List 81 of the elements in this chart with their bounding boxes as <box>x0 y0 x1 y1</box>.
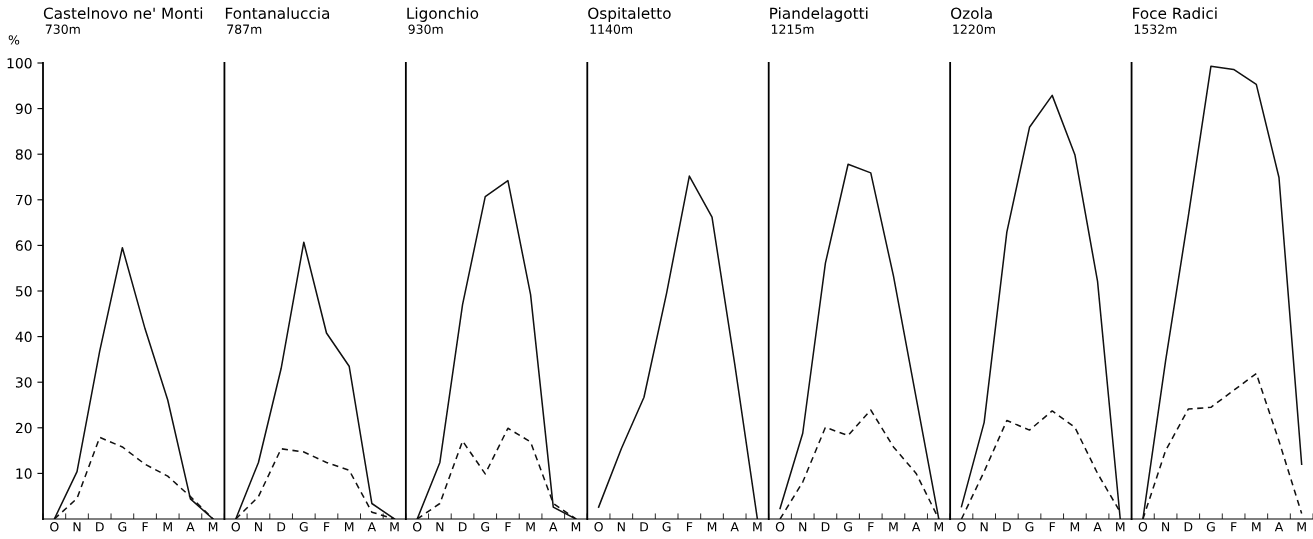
x-tick-label: A <box>186 522 195 532</box>
x-tick-label: M <box>163 522 172 532</box>
x-tick-label: N <box>73 522 81 532</box>
x-tick-label: O <box>1138 522 1148 532</box>
chart-subtitle: 1220m <box>953 24 995 34</box>
x-tick-label: D <box>1003 522 1011 532</box>
x-tick-label: F <box>142 522 148 532</box>
x-tick-label: O <box>957 522 966 532</box>
chart-title: Ligonchio <box>407 7 479 22</box>
x-tick-label: D <box>1184 522 1193 532</box>
x-tick-label: M <box>344 522 354 532</box>
x-tick-label: M <box>571 522 581 532</box>
x-tick-label: M <box>1070 522 1080 532</box>
x-tick-label: M <box>889 522 898 532</box>
chart-subtitle: 787m <box>227 24 262 34</box>
x-tick-label: G <box>481 522 490 532</box>
x-tick-label: N <box>617 522 625 532</box>
x-tick-label: O <box>50 522 59 532</box>
x-tick-label: A <box>730 522 739 532</box>
y-tick-label: 40 <box>15 331 32 343</box>
x-tick-label: F <box>868 522 874 532</box>
x-tick-label: G <box>1206 522 1215 532</box>
x-tick-label: A <box>1274 522 1284 532</box>
y-tick-label: 70 <box>16 194 32 206</box>
y-tick-label: 30 <box>15 377 32 388</box>
chart-subtitle: 1215m <box>771 24 814 34</box>
y-tick-label: 50 <box>15 285 32 297</box>
x-tick-label: M <box>1252 522 1261 532</box>
chart-title: Fontanaluccia <box>225 7 330 19</box>
x-tick-label: A <box>367 522 377 532</box>
y-tick-label: 60 <box>15 240 32 251</box>
x-tick-label: M <box>707 522 717 532</box>
x-tick-label: M <box>390 522 399 532</box>
x-tick-label: M <box>1116 522 1125 532</box>
x-tick-label: M <box>526 522 535 532</box>
chart-title: Foce Radici <box>1133 7 1217 19</box>
chart-subtitle: 930m <box>408 24 443 34</box>
x-tick-label: O <box>594 522 603 532</box>
x-tick-label: A <box>911 522 921 532</box>
x-tick-label: F <box>324 522 330 532</box>
x-tick-label: G <box>843 522 852 532</box>
x-tick-label: N <box>436 522 444 532</box>
x-tick-label: G <box>1025 522 1034 532</box>
x-tick-label: D <box>277 522 286 532</box>
y-tick-label: 80 <box>15 149 32 160</box>
x-tick-label: M <box>208 522 218 532</box>
y-tick-label: 10 <box>16 468 32 479</box>
x-tick-label: A <box>1093 522 1102 532</box>
x-tick-label: G <box>662 522 671 532</box>
x-tick-label: D <box>640 522 649 532</box>
x-tick-label: F <box>1231 522 1237 532</box>
x-tick-label: N <box>980 522 988 532</box>
chart-title: Ospitaletto <box>588 7 671 22</box>
y-tick-label: 20 <box>15 422 32 434</box>
chart-title: Ozola <box>951 7 992 19</box>
y-tick-label: 100 <box>7 57 32 69</box>
x-tick-label: M <box>934 522 943 532</box>
x-tick-label: M <box>1297 522 1306 532</box>
x-tick-label: N <box>1162 522 1170 532</box>
chart-subtitle: 1532m <box>1134 24 1177 34</box>
x-tick-label: M <box>753 522 762 532</box>
x-tick-label: O <box>412 522 422 532</box>
x-tick-label: D <box>96 522 104 532</box>
x-tick-label: N <box>255 522 262 532</box>
x-tick-label: D <box>458 522 467 532</box>
x-tick-label: N <box>799 522 807 532</box>
chart-title: Castelnovo ne' Monti <box>43 7 203 19</box>
chart-subtitle: 730m <box>45 24 80 34</box>
x-tick-label: O <box>231 522 240 532</box>
y-axis-title: % <box>8 35 20 45</box>
x-tick-label: G <box>299 522 308 532</box>
y-tick-label: 90 <box>15 103 32 115</box>
x-tick-label: O <box>775 522 785 532</box>
x-tick-label: G <box>118 522 127 532</box>
chart-title: Piandelagotti <box>770 7 868 22</box>
x-tick-label: F <box>505 522 511 532</box>
chart-subtitle: 1140m <box>590 24 633 34</box>
x-tick-label: A <box>549 522 558 532</box>
x-tick-label: F <box>1049 522 1056 532</box>
x-tick-label: F <box>686 522 693 532</box>
x-tick-label: D <box>821 522 830 532</box>
